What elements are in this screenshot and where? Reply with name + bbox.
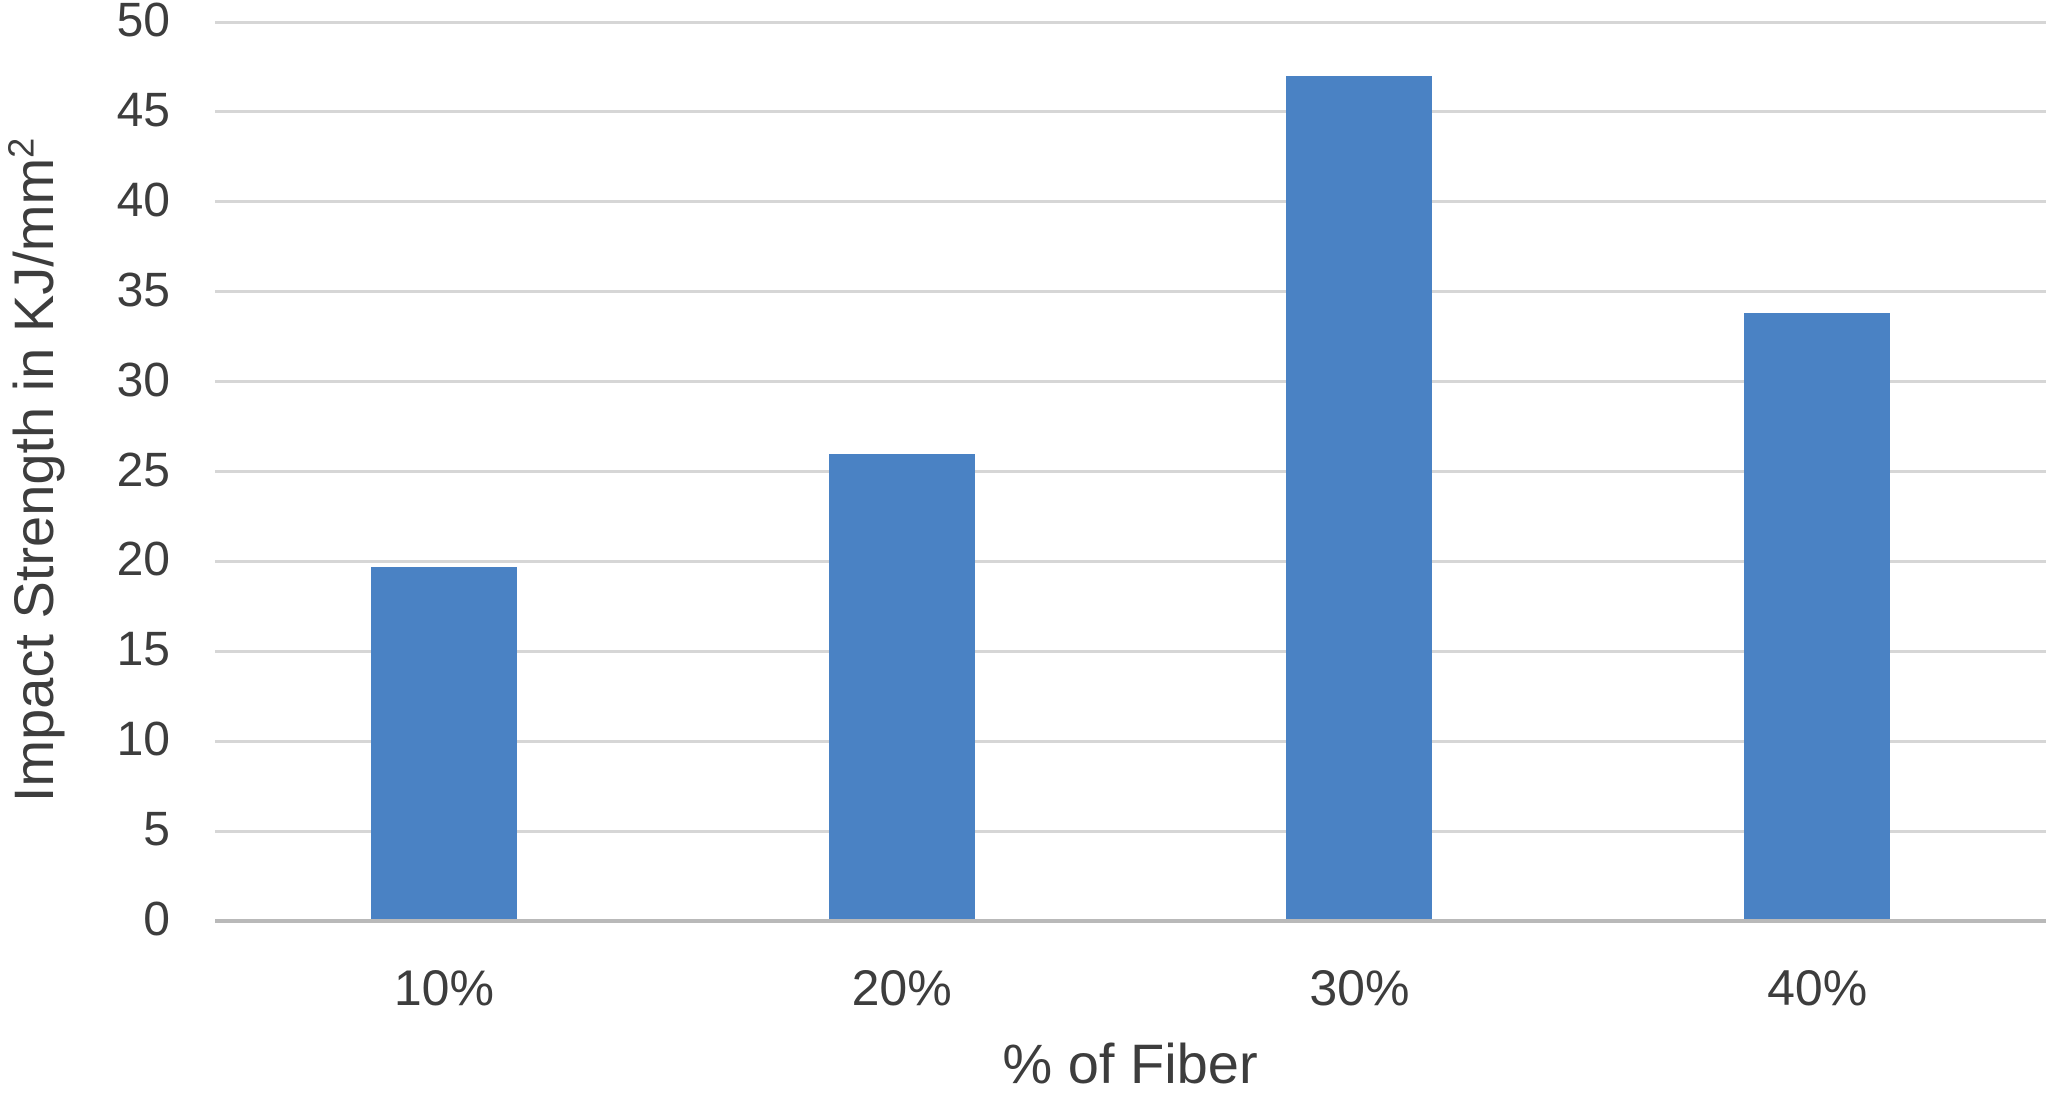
y-tick-label: 50 bbox=[116, 0, 170, 48]
gridline bbox=[215, 649, 2046, 653]
gridline bbox=[215, 559, 2046, 563]
y-tick-label: 20 bbox=[116, 533, 170, 587]
y-tick-label: 30 bbox=[116, 353, 170, 407]
x-tick-label: 40% bbox=[1767, 960, 1868, 1016]
bar-40pct bbox=[1744, 313, 1891, 921]
gridline bbox=[215, 470, 2046, 473]
y-tick-label: 40 bbox=[116, 173, 170, 227]
x-tick-label: 30% bbox=[1309, 960, 1410, 1016]
gridline bbox=[215, 829, 2046, 833]
x-axis-line bbox=[215, 919, 2046, 923]
y-tick-label: 35 bbox=[116, 263, 170, 317]
x-tick-label: 20% bbox=[851, 960, 952, 1016]
y-tick-label: 5 bbox=[143, 803, 170, 857]
x-axis-title: % of Fiber bbox=[1002, 1032, 1258, 1095]
y-tick-label: 10 bbox=[116, 713, 170, 767]
gridline bbox=[215, 739, 2046, 743]
bar-20pct bbox=[828, 453, 975, 921]
y-tick-label: 25 bbox=[116, 443, 170, 497]
x-tick-label: 10% bbox=[393, 960, 494, 1016]
y-axis-tick-labels: 0 5 10 15 20 25 30 35 40 45 50 bbox=[0, 0, 170, 944]
y-tick-label: 0 bbox=[143, 893, 170, 947]
bar-30pct bbox=[1286, 75, 1433, 921]
gridline bbox=[215, 380, 2046, 384]
gridline bbox=[215, 20, 2046, 24]
gridline bbox=[215, 110, 2046, 114]
plot-area bbox=[215, 20, 2046, 923]
bar-10pct bbox=[370, 566, 517, 921]
y-tick-label: 45 bbox=[116, 83, 170, 137]
gridline bbox=[215, 290, 2046, 294]
gridline bbox=[215, 200, 2046, 204]
y-tick-label: 15 bbox=[116, 623, 170, 677]
